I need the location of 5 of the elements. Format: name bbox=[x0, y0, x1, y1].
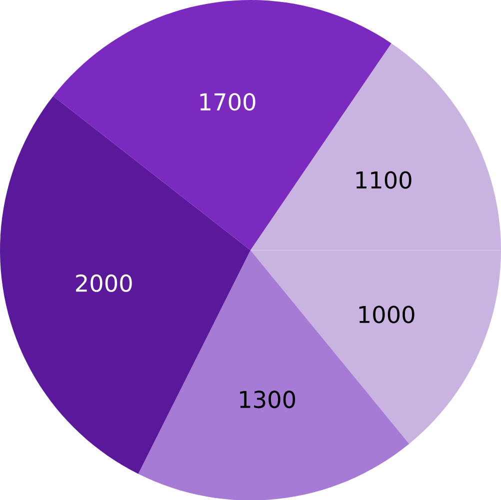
data-label: 1100 bbox=[356, 171, 412, 189]
data-label: 1300 bbox=[240, 390, 296, 408]
data-label: 2000 bbox=[76, 274, 132, 292]
data-label: 1700 bbox=[200, 92, 256, 110]
data-label: 1000 bbox=[359, 306, 414, 324]
